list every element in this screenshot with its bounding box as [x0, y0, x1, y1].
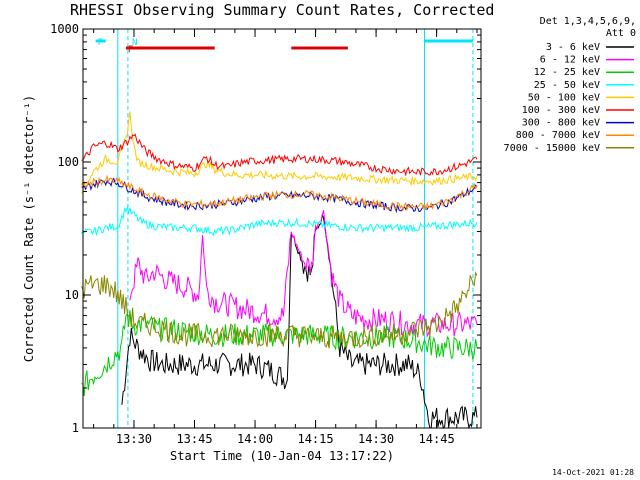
series-line-5 [81, 133, 478, 177]
x-tick-label-1: 13:45 [176, 432, 212, 446]
x-tick-label-4: 14:30 [358, 432, 394, 446]
series-line-6 [81, 177, 478, 214]
legend-label-2: 12 - 25 keV [534, 67, 600, 78]
plot-area: FFN [81, 29, 478, 430]
y-tick-label-0: 1 [72, 421, 79, 435]
series-line-2 [81, 310, 478, 397]
legend-header-1: Att 0 [606, 28, 636, 39]
flag-label-3: N [132, 38, 137, 48]
legend-label-6: 300 - 800 keV [522, 118, 600, 129]
legend-label-7: 800 - 7000 keV [516, 130, 600, 141]
legend-label-1: 6 - 12 keV [540, 55, 600, 66]
axes: 1 10 100 1000 13:30 13:45 14:00 14:15 14:30 14:45… [22, 22, 482, 463]
series-line-1 [129, 210, 478, 338]
plot-frame [82, 28, 482, 429]
legend-label-3: 25 - 50 keV [534, 80, 600, 91]
legend-label-5: 100 - 300 keV [522, 105, 600, 116]
y-tick-label-3: 1000 [50, 22, 79, 36]
series-line-4 [81, 111, 478, 194]
x-tick-label-0: 13:30 [116, 432, 152, 446]
series-line-3 [81, 206, 478, 237]
series-line-8 [81, 271, 478, 349]
legend-label-0: 3 - 6 keV [546, 42, 600, 53]
series-line-0 [121, 214, 478, 430]
timestamp: 14-Oct-2021 01:28 [552, 468, 634, 477]
chart-title: RHESSI Observing Summary Count Rates, Co… [70, 1, 495, 19]
x-tick-label-5: 14:45 [419, 432, 455, 446]
y-tick-label-1: 10 [65, 288, 79, 302]
flag-label-1: F [128, 45, 133, 55]
y-axis-label: Corrected Count Rate (s⁻¹ detector⁻¹) [22, 95, 36, 362]
x-tick-label-2: 14:00 [237, 432, 273, 446]
x-axis-label: Start Time (10-Jan-04 13:17:22) [170, 449, 394, 463]
x-tick-label-3: 14:15 [297, 432, 333, 446]
flag-label-0: F [98, 38, 103, 48]
series-line-7 [81, 174, 478, 212]
legend: Det 1,3,4,5,6,9,Att 0 3 - 6 keV 6 - 12 keV… [504, 16, 636, 154]
legend-label-4: 50 - 100 keV [528, 92, 600, 103]
y-tick-label-2: 100 [57, 155, 79, 169]
legend-label-8: 7000 - 15000 keV [504, 143, 600, 154]
legend-header-0: Det 1,3,4,5,6,9, [540, 16, 636, 27]
